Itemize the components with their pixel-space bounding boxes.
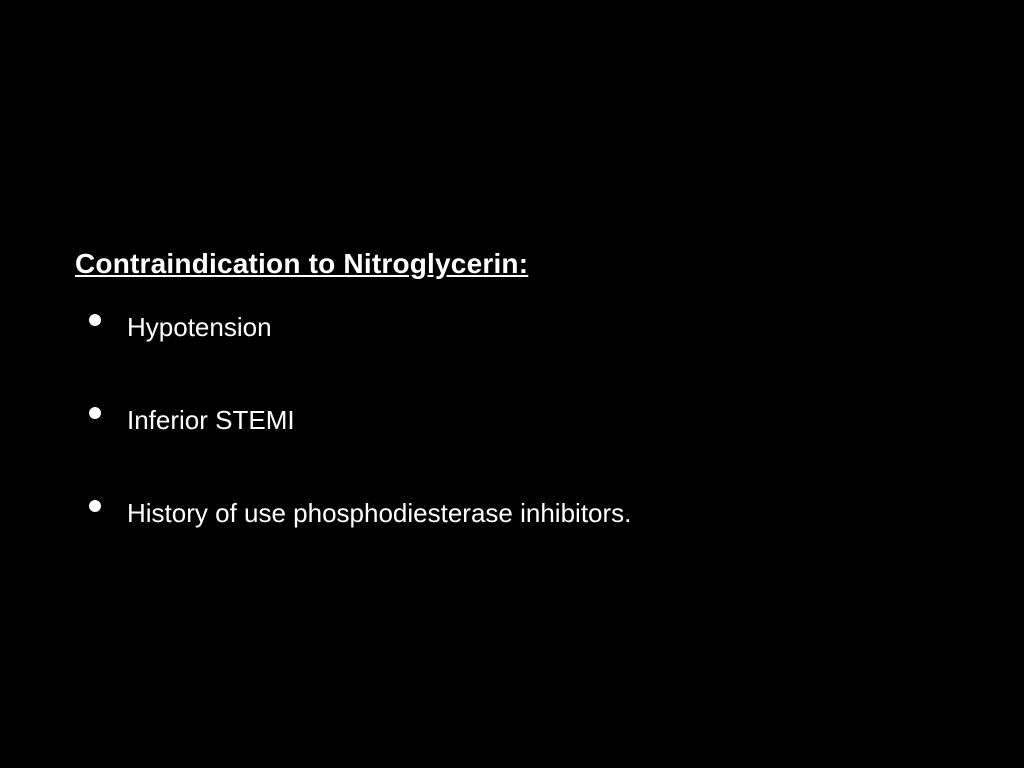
list-item: History of use phosphodiesterase inhibit… <box>75 498 631 529</box>
bullet-list: Hypotension Inferior STEMI History of us… <box>75 312 631 592</box>
slide-container: Contraindication to Nitroglycerin: Hypot… <box>0 0 1024 768</box>
slide-heading: Contraindication to Nitroglycerin: <box>75 248 528 280</box>
bullet-text: Hypotension <box>127 312 272 342</box>
list-item: Inferior STEMI <box>75 405 631 436</box>
bullet-text: History of use phosphodiesterase inhibit… <box>127 498 631 528</box>
list-item: Hypotension <box>75 312 631 343</box>
bullet-text: Inferior STEMI <box>127 405 295 435</box>
